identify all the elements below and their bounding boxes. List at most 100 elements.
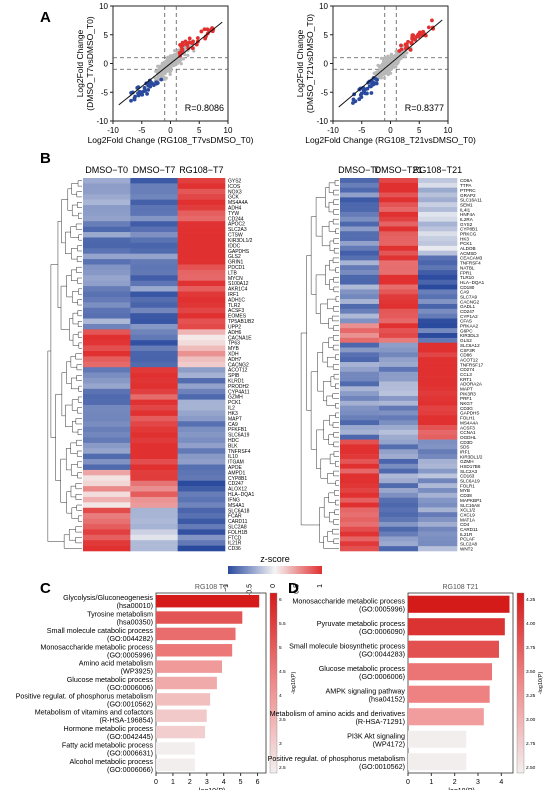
- heatmap-cell: [130, 345, 178, 352]
- heatmap-cell: [379, 313, 419, 319]
- heatmap-cell: [83, 415, 131, 422]
- heatmap-gene-label: CD8A: [460, 178, 473, 183]
- heatmap-cell: [340, 400, 380, 406]
- heatmap-cell: [379, 352, 419, 358]
- heatmap-cell: [418, 468, 458, 474]
- heatmap-cell: [340, 333, 380, 339]
- dendrogram-branch: [335, 480, 339, 486]
- heatmap-gene-label: ACMSD: [460, 251, 477, 256]
- point-up: [195, 36, 200, 40]
- bar-label: Pyruvate metabolic process: [317, 619, 406, 628]
- dendrogram-branch: [70, 485, 76, 498]
- heatmap-gene-label: CD36: [228, 546, 241, 552]
- dendrogram-branch: [70, 464, 78, 476]
- heatmap-cell: [418, 308, 458, 314]
- heatmap-cell: [379, 536, 419, 542]
- x-tick-label: 1: [171, 779, 175, 786]
- heatmap-cell: [418, 313, 458, 319]
- heatmap-cell: [177, 221, 226, 227]
- heatmap-gene-label: IL2RA: [460, 217, 474, 222]
- heatmap-gene-label: SLC6A18: [228, 508, 250, 514]
- dendrogram-branch: [335, 403, 339, 409]
- heatmap-cell: [340, 546, 380, 552]
- heatmap-gene-label: CA9: [228, 422, 238, 428]
- y-tick-label: -5: [101, 88, 109, 97]
- heatmap-cell: [340, 512, 380, 518]
- x-tick-label: 5: [417, 126, 422, 135]
- bar-label-id: (GO:0006090): [359, 627, 405, 636]
- heatmap-gene-label: XDH: [228, 351, 239, 357]
- heatmap-cell: [177, 496, 226, 503]
- heatmap-cell: [340, 531, 380, 537]
- heatmap-cell: [379, 211, 419, 218]
- bar-label: AMPK signaling pathway: [325, 686, 405, 695]
- heatmap-gene-label: GZMH: [228, 395, 243, 401]
- heatmap-gene-label: ADH6: [228, 330, 242, 336]
- point-ns: [186, 53, 190, 57]
- heatmap-cell: [379, 541, 419, 547]
- heatmap-cell: [340, 439, 380, 445]
- heatmap-cell: [130, 215, 178, 222]
- heatmap-cell: [130, 275, 178, 282]
- heatmap-cell: [340, 488, 380, 494]
- heatmap-cell: [379, 531, 419, 537]
- dendrogram-branch: [329, 240, 335, 251]
- heatmap-cell: [379, 333, 419, 339]
- heatmap-cell: [130, 253, 178, 260]
- heatmap-gene-label: MYB: [228, 346, 240, 352]
- heatmap-cell: [83, 507, 131, 514]
- heatmap-cell: [130, 210, 178, 217]
- bar: [408, 708, 484, 726]
- bar-label-id: (GO:0044283): [359, 649, 405, 658]
- heatmap-cell: [418, 502, 458, 508]
- x-tick-label: -5: [138, 126, 146, 135]
- heatmap-cell: [83, 469, 131, 476]
- point-ns: [179, 62, 183, 66]
- heatmap-column-label: DMSO−T0: [338, 165, 381, 175]
- y-tick-label: 10: [319, 2, 328, 11]
- heatmap-cell: [418, 444, 458, 450]
- heatmap-cell: [130, 286, 178, 292]
- heatmap-gene-label: ADH4: [228, 206, 242, 212]
- heatmap-cell: [130, 340, 178, 346]
- heatmap-gene-label: S100A12: [228, 281, 249, 287]
- dendrogram-branch: [329, 453, 336, 465]
- dendrogram-branch: [76, 256, 82, 263]
- heatmap-cell: [83, 372, 131, 379]
- heatmap-cell: [379, 226, 419, 232]
- heatmap-gene-label: CYP8B1: [228, 476, 247, 482]
- heatmap-gene-label: ACOT12: [228, 368, 248, 374]
- heatmap-cell: [83, 534, 131, 541]
- dendrogram-branch: [332, 218, 339, 225]
- heatmap-gene-label: TP63: [228, 341, 240, 347]
- heatmap-cell: [177, 307, 226, 314]
- heatmap-cell: [83, 491, 131, 498]
- heatmap-cell: [340, 328, 380, 334]
- point-ns: [388, 67, 392, 72]
- dendrogram-branch: [322, 342, 329, 363]
- heatmap-cell: [130, 459, 178, 465]
- point-down: [351, 101, 355, 105]
- bar: [408, 640, 499, 658]
- heatmap-cell: [340, 260, 380, 266]
- heatmap-cell: [177, 491, 226, 498]
- point-down: [358, 93, 363, 97]
- heatmap-cell: [340, 420, 380, 426]
- point-ns: [168, 72, 172, 77]
- heatmap-cell: [379, 216, 419, 222]
- heatmap-cell: [177, 275, 226, 282]
- heatmap-cell: [130, 405, 178, 411]
- bar-label: Monosaccharide metabolic process: [40, 642, 153, 651]
- heatmap-cell: [379, 260, 419, 266]
- zscore-legend: z-score −1 −0.5 0 0.5 1: [223, 554, 324, 598]
- heatmap-cell: [418, 405, 458, 411]
- heatmap-column-label: RG108−T7: [179, 165, 223, 175]
- heatmap-gene-label: KIR3DL1/2: [460, 454, 483, 459]
- heatmap-cell: [418, 333, 458, 339]
- y-tick-label: 5: [104, 31, 109, 40]
- heatmap-cell: [83, 378, 131, 384]
- point-up: [426, 25, 431, 30]
- heatmap-cell: [379, 400, 419, 406]
- heatmap-cell: [379, 303, 419, 310]
- point-down: [142, 85, 147, 90]
